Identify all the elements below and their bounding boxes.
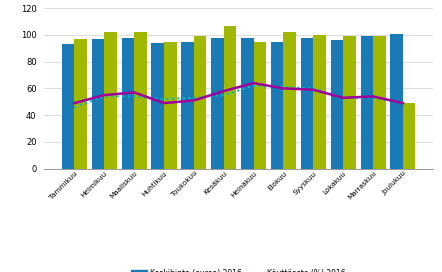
Bar [313, 35, 326, 169]
Bar [122, 38, 134, 169]
Bar [152, 43, 164, 169]
Bar [224, 26, 236, 169]
Bar [373, 36, 385, 169]
Bar [331, 40, 343, 169]
Bar [361, 36, 373, 169]
Bar [164, 42, 176, 169]
Bar [241, 38, 254, 169]
Bar [62, 44, 74, 169]
Bar [343, 36, 356, 169]
Bar [211, 38, 224, 169]
Bar [134, 32, 147, 169]
Bar [181, 42, 194, 169]
Bar [271, 42, 283, 169]
Bar [254, 42, 266, 169]
Bar [194, 36, 206, 169]
Bar [74, 39, 87, 169]
Bar [390, 33, 403, 169]
Bar [92, 39, 104, 169]
Bar [403, 103, 415, 169]
Bar [301, 38, 313, 169]
Bar [104, 32, 117, 169]
Legend: Keskihinta (euroa) 2016, Keskihinta (euroa) 2017, Käyttöaste (%) 2016, Käyttöast: Keskihinta (euroa) 2016, Keskihinta (eur… [128, 265, 349, 272]
Bar [283, 32, 296, 169]
